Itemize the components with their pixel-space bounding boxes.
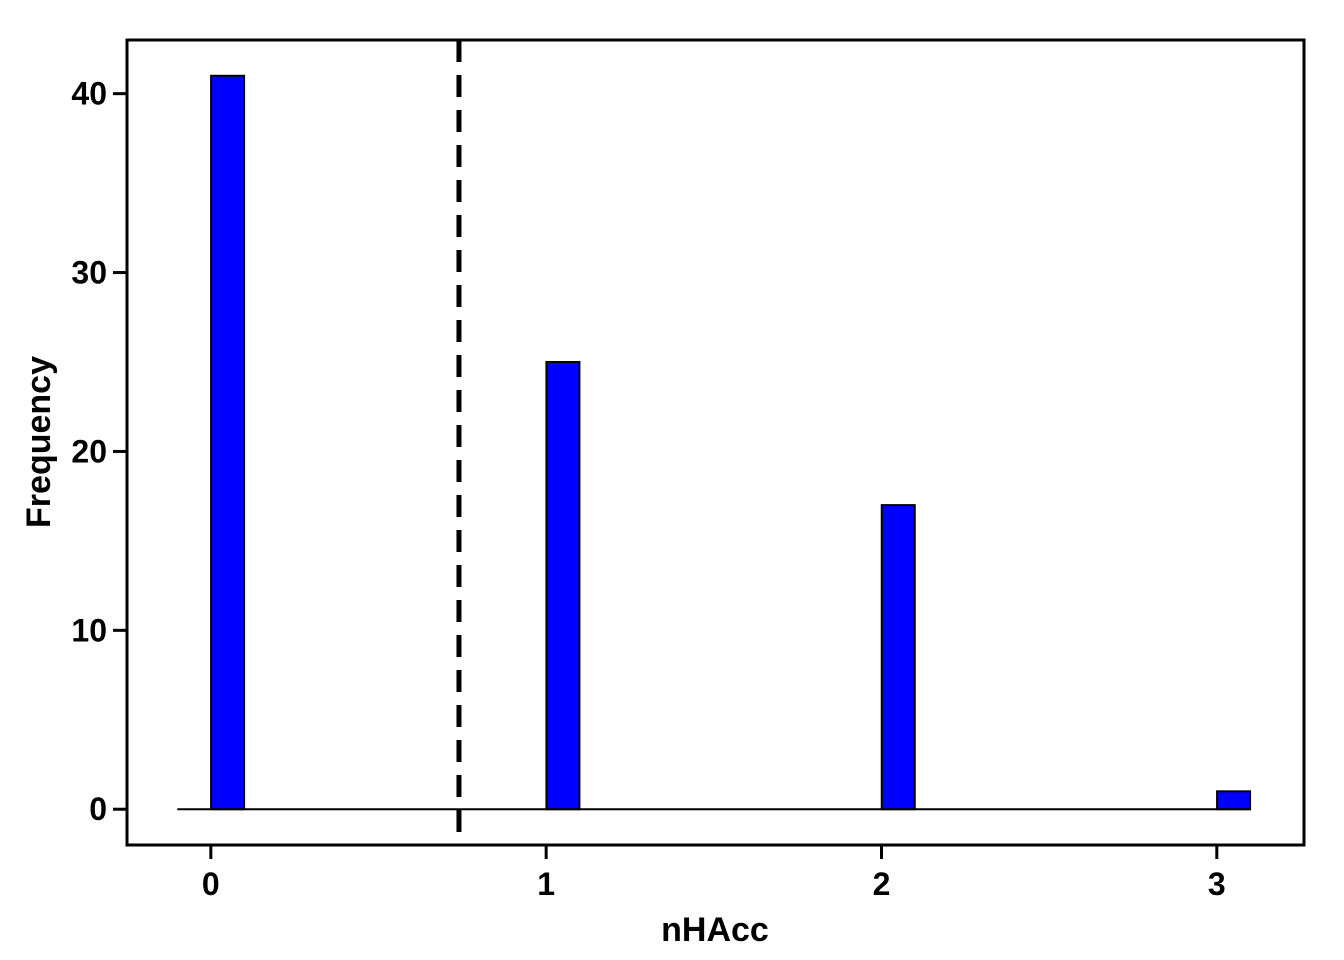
x-axis: 0 1 2 3: [202, 845, 1226, 902]
x-tick-label: 0: [202, 866, 220, 902]
plot-frame: [125, 38, 1306, 847]
bar-1: [545, 361, 581, 811]
x-axis-title: nHAcc: [661, 911, 769, 949]
x-tick-label: 1: [537, 866, 555, 902]
bar-2: [880, 504, 916, 811]
bar-3: [1216, 790, 1252, 811]
bar-0: [210, 74, 246, 811]
x-tick-label: 3: [1208, 866, 1226, 902]
chart-marks: [177, 40, 1252, 845]
y-axis-title: Frequency: [20, 356, 58, 528]
y-tick-label: 10: [71, 612, 107, 648]
x-tick-label: 2: [873, 866, 891, 902]
y-tick-label: 0: [89, 791, 107, 827]
y-tick-label: 30: [71, 255, 107, 291]
y-axis: 0 10 20 30 40: [71, 76, 127, 827]
y-tick-label: 20: [71, 433, 107, 469]
y-tick-label: 40: [71, 76, 107, 112]
